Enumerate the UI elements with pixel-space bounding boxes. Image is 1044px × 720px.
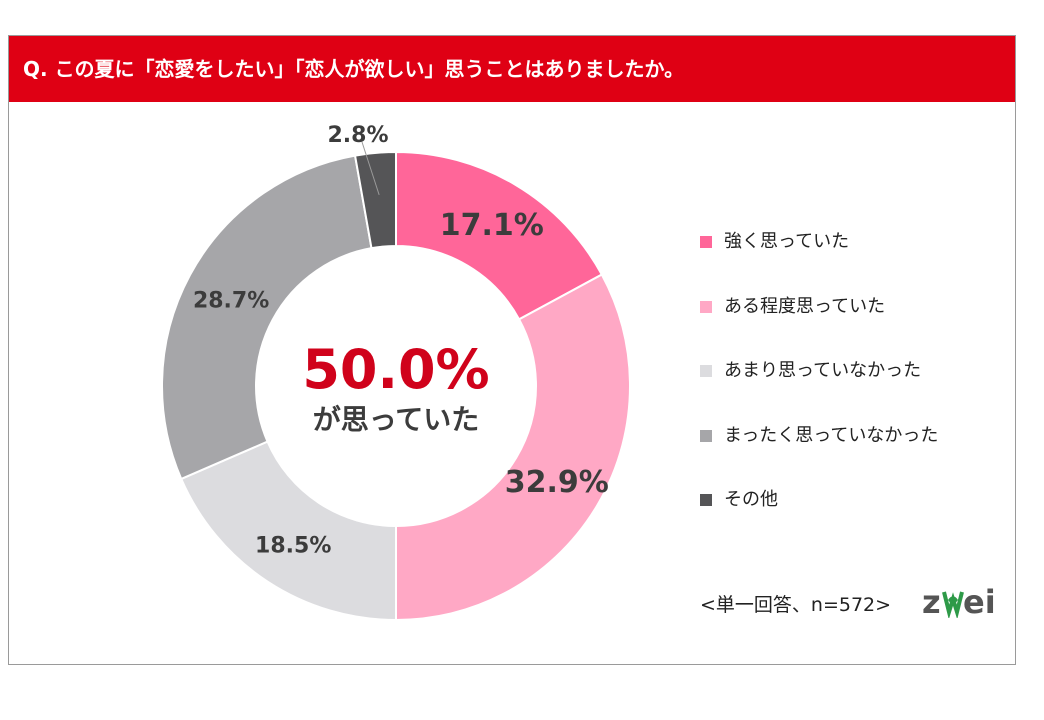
slice-label-2: 32.9% — [505, 465, 609, 500]
svg-text:ei: ei — [963, 584, 996, 618]
center-value: 50.0% — [302, 338, 489, 401]
question-title: Q. この夏に「恋愛をしたい」「恋人が欲しい」思うことはありましたか。 — [9, 36, 1015, 102]
slice-labels: 17.1% 32.9% 18.5% 28.7% 2.8% — [193, 123, 609, 558]
legend-swatch — [700, 300, 712, 313]
leader-lines — [361, 141, 380, 196]
legend-label: まったく思っていなかった — [724, 424, 939, 446]
slice-label-3: 18.5% — [255, 533, 331, 558]
legend-label: 強く思っていた — [724, 231, 850, 252]
donut-slice-4 — [161, 154, 373, 481]
donut-slice-3 — [179, 440, 397, 622]
slice-label-1: 17.1% — [440, 208, 544, 243]
legend-label: その他 — [724, 489, 778, 510]
donut-slice-2 — [395, 273, 631, 622]
slice-label-5: 2.8% — [327, 123, 388, 148]
svg-text:z: z — [922, 584, 941, 618]
legend-swatch — [700, 236, 712, 248]
donut-slice-5 — [353, 150, 397, 250]
center-caption: が思っていた — [313, 403, 480, 436]
legend-label: ある程度思っていた — [724, 295, 886, 317]
zwei-logo: z ei — [922, 584, 996, 618]
leader-line-5 — [361, 141, 380, 196]
slice-label-4: 28.7% — [193, 288, 269, 313]
legend-label: あまり思っていなかった — [724, 360, 922, 381]
footnote: <単一回答、n=572> — [700, 594, 892, 616]
legend-swatch — [700, 494, 712, 506]
donut-slices — [161, 150, 631, 622]
legend-swatch — [700, 429, 712, 442]
legend-swatch — [700, 365, 712, 377]
